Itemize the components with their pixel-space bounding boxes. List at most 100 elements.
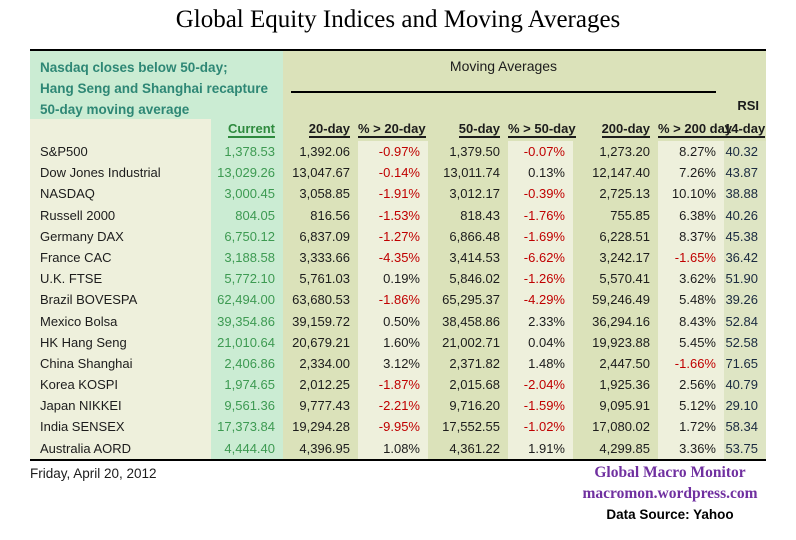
cell-current: 3,000.45 [211, 183, 283, 205]
cell-ma20: 63,680.53 [283, 289, 358, 311]
cell-ma20: 2,334.00 [283, 352, 358, 375]
table-row: China Shanghai 2,406.86 2,334.00 3.12% 2,371… [30, 352, 766, 375]
cell-rsi: 51.90 [724, 268, 766, 290]
cell-pct20: 0.19% [358, 268, 428, 290]
column-header-pct-200day: % > 200 day [658, 121, 733, 138]
report-date: Friday, April 20, 2012 [30, 466, 157, 481]
cell-ma50: 818.43 [428, 204, 508, 226]
cell-ma50: 5,846.02 [428, 268, 508, 290]
cell-rsi: 29.10 [724, 395, 766, 417]
annotation-note: Nasdaq closes below 50-day; Hang Seng an… [30, 51, 283, 119]
cell-current: 2,406.86 [211, 352, 283, 375]
cell-name: Germany DAX [30, 225, 211, 247]
cell-current: 1,974.65 [211, 374, 283, 396]
column-header-50day: 50-day [458, 121, 500, 138]
cell-ma50: 9,716.20 [428, 395, 508, 417]
cell-current: 6,750.12 [211, 225, 283, 247]
cell-ma200: 1,925.36 [573, 374, 658, 396]
cell-current: 17,373.84 [211, 416, 283, 438]
cell-ma20: 4,396.95 [283, 437, 358, 459]
cell-rsi: 58.34 [724, 416, 766, 438]
rsi-label: RSI [737, 98, 759, 113]
cell-current: 804.05 [211, 204, 283, 226]
cell-pct20: -1.91% [358, 183, 428, 205]
cell-pct200: 1.72% [658, 416, 724, 438]
cell-ma20: 1,392.06 [283, 141, 358, 163]
cell-pct200: 5.12% [658, 395, 724, 417]
table-row: NASDAQ 3,000.45 3,058.85 -1.91% 3,012.17 -0.3… [30, 183, 766, 205]
moving-averages-label: Moving Averages [449, 58, 558, 74]
cell-ma200: 2,447.50 [573, 352, 658, 375]
cell-ma20: 3,333.66 [283, 246, 358, 269]
cell-pct200: -1.65% [658, 246, 724, 269]
cell-pct200: 5.45% [658, 331, 724, 353]
cell-ma200: 4,299.85 [573, 437, 658, 459]
column-header-rsi-14day: 14-day [724, 121, 766, 138]
cell-pct20: 1.60% [358, 331, 428, 353]
cell-ma20: 2,012.25 [283, 374, 358, 396]
cell-pct50: 0.13% [508, 162, 573, 184]
cell-pct50: -1.69% [508, 225, 573, 247]
cell-current: 21,010.64 [211, 331, 283, 353]
cell-current: 9,561.36 [211, 395, 283, 417]
cell-pct50: 0.04% [508, 331, 573, 353]
cell-pct20: 1.08% [358, 437, 428, 459]
cell-ma20: 816.56 [283, 204, 358, 226]
cell-ma50: 3,414.53 [428, 246, 508, 269]
table-row: India SENSEX 17,373.84 19,294.28 -9.95% 17,5… [30, 416, 766, 438]
cell-current: 1,378.53 [211, 141, 283, 163]
column-header-200day: 200-day [601, 121, 650, 138]
cell-rsi: 53.75 [724, 437, 766, 459]
cell-pct200: 6.38% [658, 204, 724, 226]
cell-rsi: 40.79 [724, 374, 766, 396]
cell-ma200: 59,246.49 [573, 289, 658, 311]
cell-ma50: 2,015.68 [428, 374, 508, 396]
table-row: Dow Jones Industrial 13,029.26 13,047.67 -0… [30, 162, 766, 184]
cell-ma50: 4,361.22 [428, 437, 508, 459]
moving-averages-header-block: Moving Averages RSI 20-day % > 20-day 50… [283, 51, 766, 141]
cell-pct200: 3.62% [658, 268, 724, 290]
cell-current: 4,444.40 [211, 437, 283, 459]
cell-ma20: 3,058.85 [283, 183, 358, 205]
cell-ma200: 5,570.41 [573, 268, 658, 290]
cell-pct200: 8.43% [658, 310, 724, 332]
column-header-20day: 20-day [308, 121, 350, 138]
table-row: France CAC 3,188.58 3,333.66 -4.35% 3,414.53… [30, 246, 766, 269]
cell-pct50: -1.59% [508, 395, 573, 417]
cell-current: 5,772.10 [211, 268, 283, 290]
column-headers-row: 20-day % > 20-day 50-day % > 50-day 200-… [283, 119, 766, 141]
cell-name: India SENSEX [30, 416, 211, 438]
cell-pct50: -1.76% [508, 204, 573, 226]
table-row: Brazil BOVESPA 62,494.00 63,680.53 -1.86% 65… [30, 289, 766, 311]
cell-name: China Shanghai [30, 352, 211, 375]
cell-pct20: 3.12% [358, 352, 428, 375]
cell-rsi: 43.87 [724, 162, 766, 184]
table-body: S&P500 1,378.53 1,392.06 -0.97% 1,379.50 -0.0… [30, 141, 766, 459]
cell-pct50: -0.39% [508, 183, 573, 205]
cell-ma20: 19,294.28 [283, 416, 358, 438]
cell-name: HK Hang Seng [30, 331, 211, 353]
page-title: Global Equity Indices and Moving Average… [175, 6, 621, 33]
cell-rsi: 40.32 [724, 141, 766, 163]
cell-pct20: -9.95% [358, 416, 428, 438]
cell-pct200: 8.27% [658, 141, 724, 163]
cell-ma50: 6,866.48 [428, 225, 508, 247]
cell-ma200: 755.85 [573, 204, 658, 226]
table-row: Korea KOSPI 1,974.65 2,012.25 -1.87% 2,015.6… [30, 374, 766, 396]
cell-ma200: 9,095.91 [573, 395, 658, 417]
cell-name: France CAC [30, 246, 211, 269]
cell-name: Brazil BOVESPA [30, 289, 211, 311]
credits-block: Global Macro Monitor macromon.wordpress.… [550, 462, 790, 525]
cell-ma50: 21,002.71 [428, 331, 508, 353]
cell-pct20: -1.87% [358, 374, 428, 396]
cell-rsi: 40.26 [724, 204, 766, 226]
cell-pct50: -1.26% [508, 268, 573, 290]
cell-rsi: 36.42 [724, 246, 766, 269]
cell-ma50: 65,295.37 [428, 289, 508, 311]
cell-pct20: -4.35% [358, 246, 428, 269]
column-header-current: Current [211, 119, 283, 141]
cell-pct50: 1.48% [508, 352, 573, 375]
table-row: Russell 2000 804.05 816.56 -1.53% 818.43 -1.7… [30, 204, 766, 226]
cell-pct20: -0.97% [358, 141, 428, 163]
